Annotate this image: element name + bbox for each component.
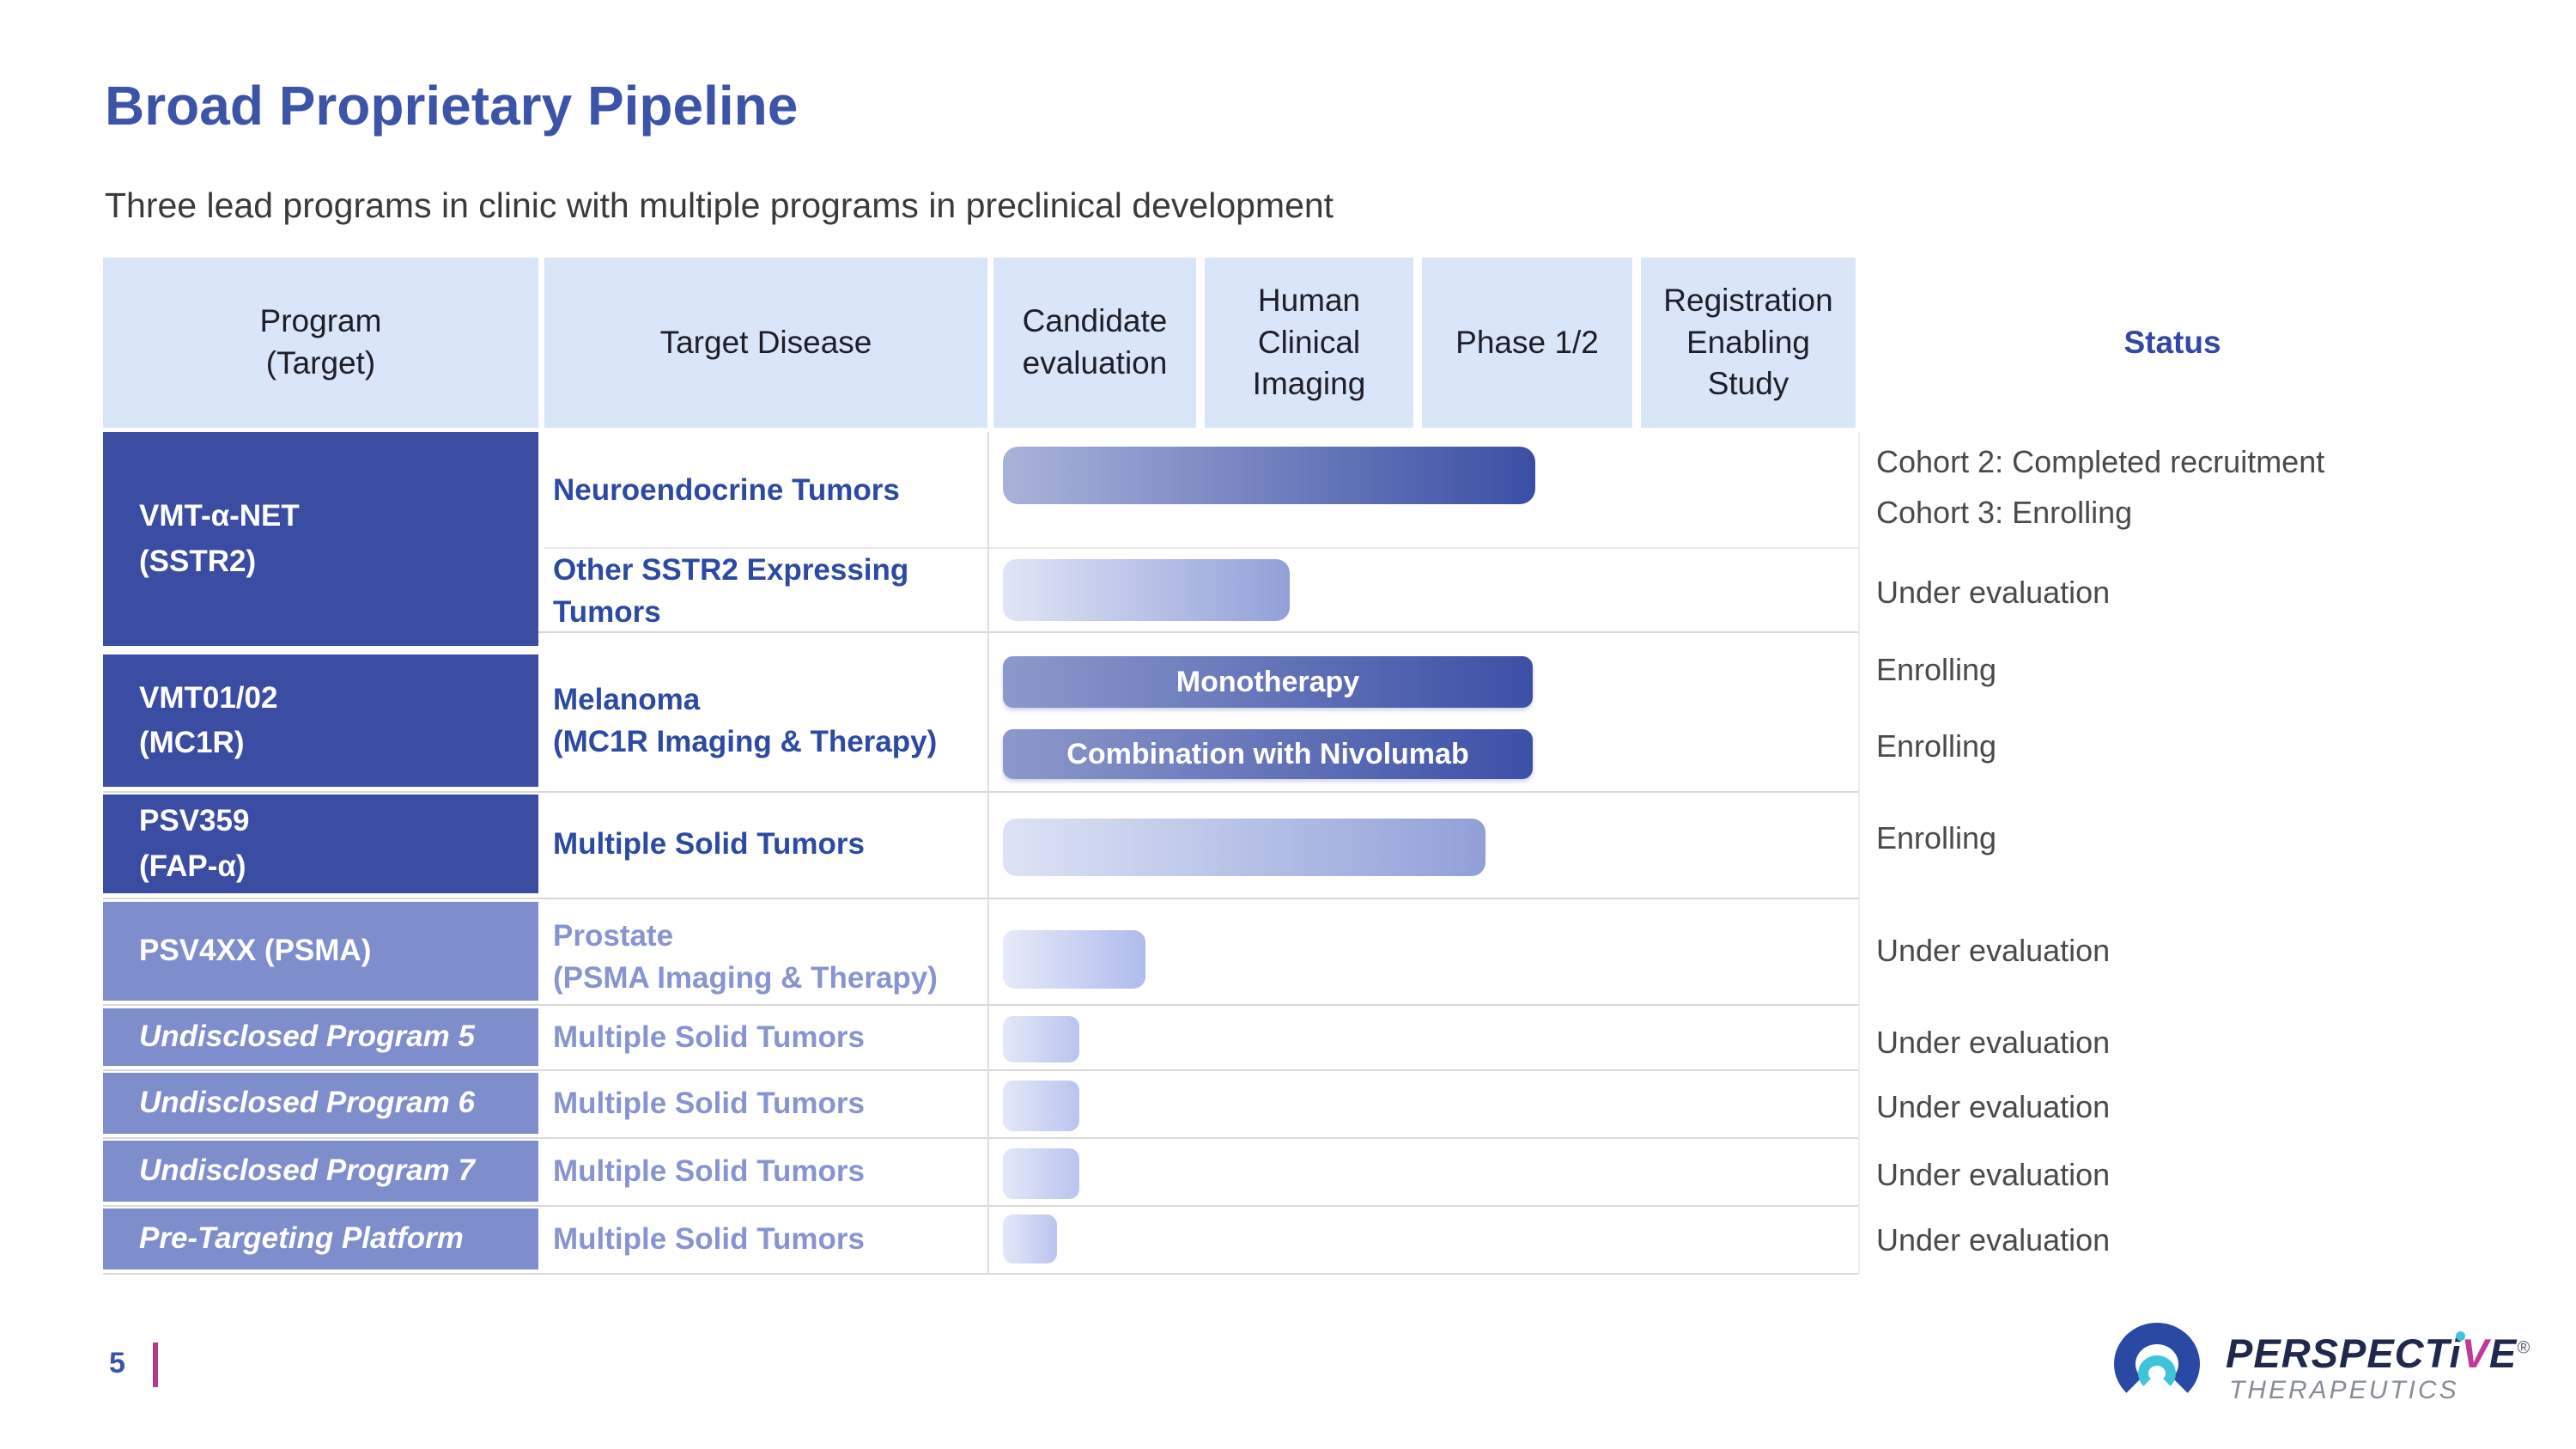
column-header-human-clinical-imaging: Human Clinical Imaging (1205, 258, 1413, 428)
logo-brand-subtitle: THERAPEUTICS (2229, 1376, 2459, 1404)
row-divider (103, 1069, 1859, 1071)
status-undisclosed-5: Under evaluation (1876, 1025, 2111, 1060)
program-cell-undisclosed-5: Undisclosed Program 5 (103, 1008, 538, 1066)
progress-bar-undisclosed-5 (1003, 1016, 1079, 1062)
row-divider (103, 1137, 1859, 1139)
progress-bar-neuroendocrine (1003, 447, 1535, 504)
page-subtitle: Three lead programs in clinic with multi… (105, 186, 1334, 225)
page-number: 5 (109, 1347, 125, 1379)
logo-brand-v: V (2461, 1330, 2489, 1376)
logo-brand-e: E (2488, 1330, 2518, 1376)
logo-brand-name: PERSPECTiVE® (2226, 1330, 2530, 1377)
column-header-program: Program (Target) (103, 258, 538, 428)
progress-bar-pre-targeting (1003, 1215, 1057, 1263)
column-header-candidate-evaluation: Candidate evaluation (993, 258, 1196, 428)
program-cell-vmt-a-net: VMT-α-NET (SSTR2) (103, 432, 538, 646)
progress-bar-psv4xx (1003, 930, 1145, 989)
status-psv4xx: Under evaluation (1876, 933, 2111, 968)
program-cell-undisclosed-6: Undisclosed Program 6 (103, 1073, 538, 1134)
row-divider (544, 547, 1859, 549)
disease-multiple-solid-tumors-fap: Multiple Solid Tumors (553, 827, 865, 861)
disease-multiple-solid-tumors-pre: Multiple Solid Tumors (553, 1222, 865, 1256)
row-divider (103, 791, 1859, 793)
program-cell-pre-targeting: Pre-Targeting Platform (103, 1209, 538, 1269)
status-neuroendocrine-line2: Cohort 3: Enrolling (1876, 495, 2133, 530)
column-header-registration-enabling-study: Registration Enabling Study (1641, 258, 1856, 428)
page-title: Broad Proprietary Pipeline (105, 75, 799, 137)
column-header-phase-1-2: Phase 1/2 (1422, 258, 1632, 428)
disease-prostate: Prostate (PSMA Imaging & Therapy) (553, 919, 938, 995)
status-psv359: Enrolling (1876, 820, 1997, 855)
status-pre-targeting: Under evaluation (1876, 1222, 2111, 1257)
row-divider (103, 1004, 1859, 1006)
progress-bar-psv359 (1003, 819, 1485, 876)
program-cell-psv359: PSV359 (FAP-α) (103, 795, 538, 893)
column-divider (1858, 432, 1860, 1275)
disease-multiple-solid-tumors-5: Multiple Solid Tumors (553, 1020, 865, 1054)
status-neuroendocrine-line1: Cohort 2: Completed recruitment (1876, 444, 2325, 479)
pipeline-table: Program (Target) Target Disease Candidat… (103, 258, 2533, 1288)
progress-bar-undisclosed-7 (1003, 1148, 1079, 1199)
progress-bar-combination-nivolumab: Combination with Nivolumab (1003, 729, 1533, 779)
row-divider (103, 1205, 1859, 1207)
status-undisclosed-6: Under evaluation (1876, 1089, 2111, 1124)
column-header-target-disease: Target Disease (544, 258, 987, 428)
column-header-status: Status (2123, 324, 2221, 360)
row-divider (103, 1273, 1859, 1275)
disease-melanoma: Melanoma (MC1R Imaging & Therapy) (553, 683, 938, 758)
row-divider (103, 631, 1859, 633)
column-divider (987, 432, 989, 1275)
registered-trademark-icon: ® (2517, 1338, 2531, 1358)
progress-bar-undisclosed-6 (1003, 1081, 1079, 1131)
page-number-divider (153, 1342, 158, 1387)
perspective-therapeutics-logo: PERSPECTiVE® THERAPEUTICS (2108, 1314, 2537, 1417)
status-other-sstr2: Under evaluation (1876, 575, 2111, 610)
row-divider (103, 898, 1859, 899)
disease-multiple-solid-tumors-7: Multiple Solid Tumors (553, 1154, 865, 1188)
disease-multiple-solid-tumors-6: Multiple Solid Tumors (553, 1087, 865, 1120)
logo-brand-i: i (2449, 1330, 2462, 1376)
logo-arch-icon (2138, 1355, 2176, 1391)
program-cell-vmt01-02: VMT01/02 (MC1R) (103, 654, 538, 787)
program-cell-psv4xx: PSV4XX (PSMA) (103, 902, 538, 1001)
status-combination: Enrolling (1876, 728, 1997, 764)
status-monotherapy: Enrolling (1876, 652, 1997, 687)
progress-bar-other-sstr2 (1003, 559, 1290, 621)
program-cell-undisclosed-7: Undisclosed Program 7 (103, 1141, 538, 1202)
disease-neuroendocrine-tumors: Neuroendocrine Tumors (553, 472, 900, 507)
status-undisclosed-7: Under evaluation (1876, 1157, 2111, 1192)
disease-other-sstr2-tumors: Other SSTR2 Expressing Tumors (553, 552, 909, 629)
logo-brand-part1: PERSPECT (2226, 1330, 2450, 1376)
progress-bar-monotherapy: Monotherapy (1003, 656, 1533, 708)
